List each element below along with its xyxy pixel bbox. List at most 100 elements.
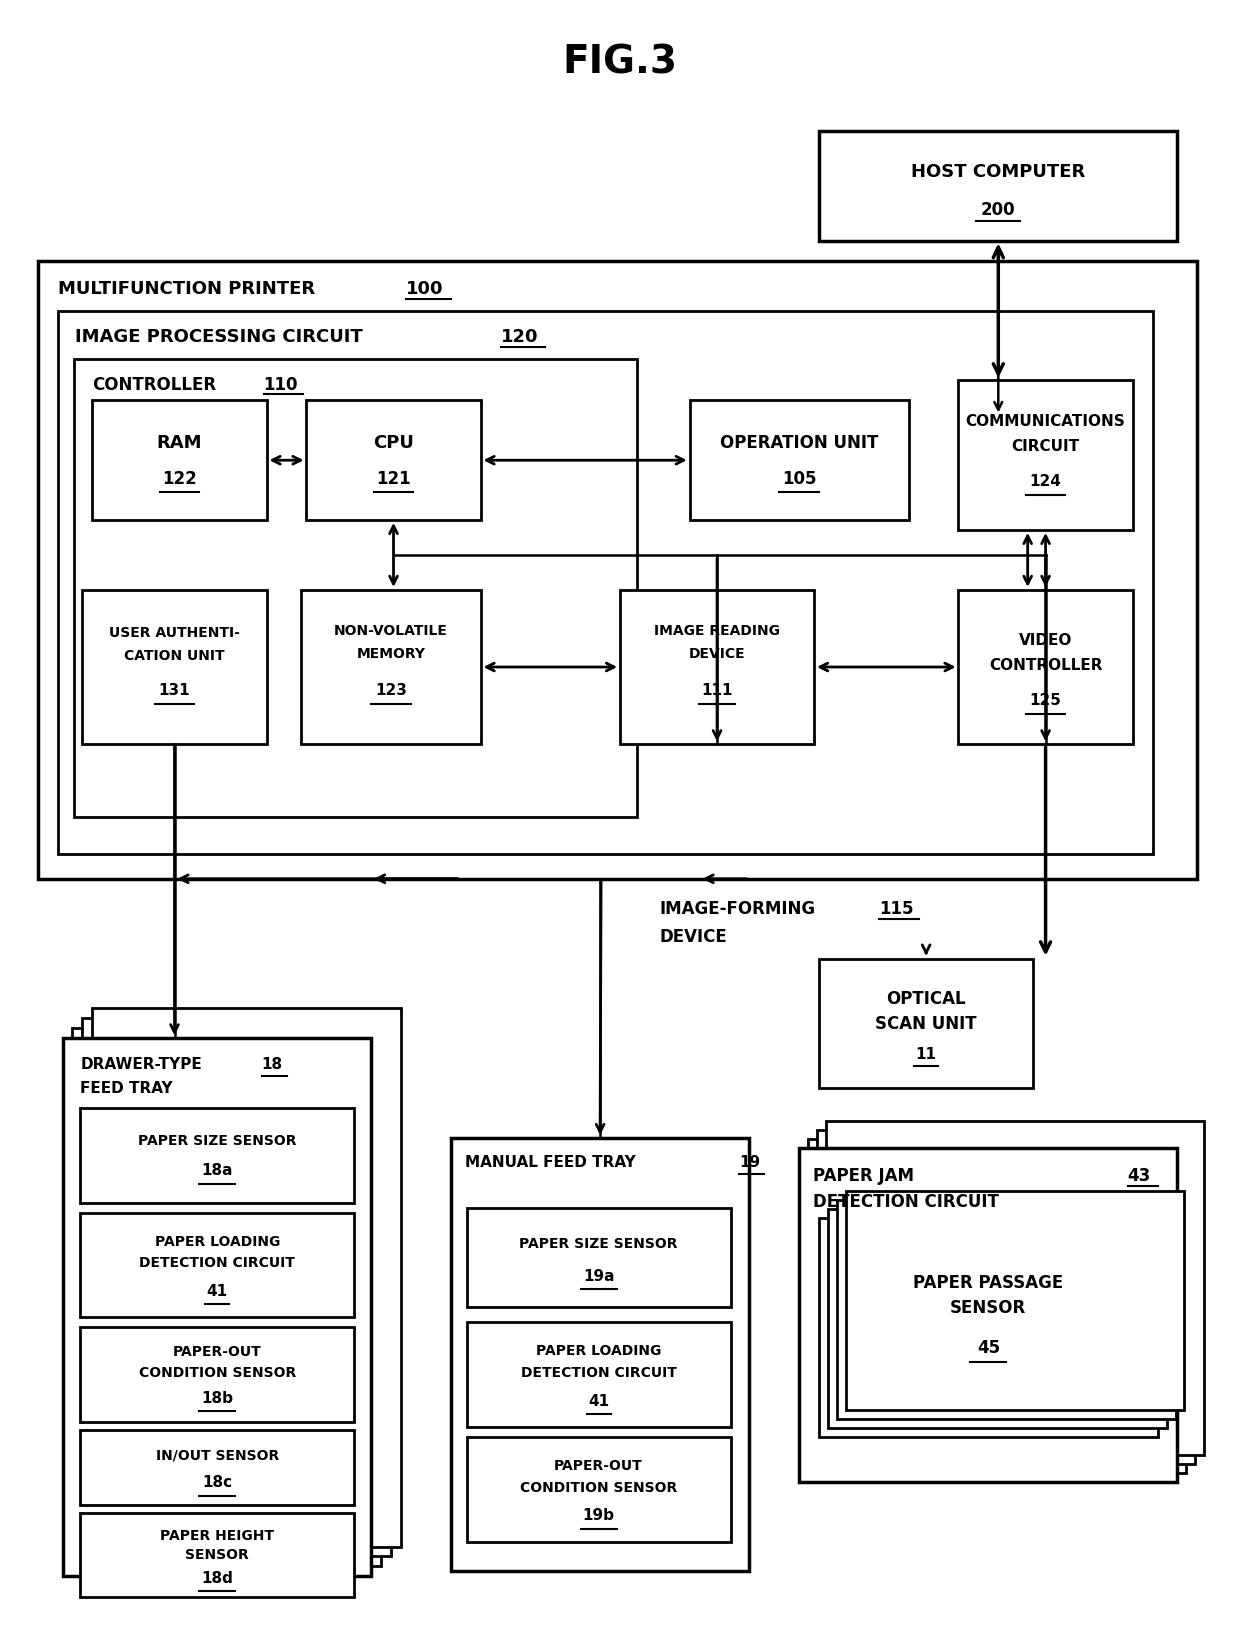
Text: 18b: 18b [201,1390,233,1405]
Text: 18: 18 [262,1057,283,1072]
Bar [82,590,267,744]
Bar [817,1131,1195,1464]
Text: 110: 110 [264,375,298,393]
Text: 200: 200 [981,202,1016,220]
Bar [451,1137,749,1572]
Bar [800,1149,1178,1482]
Text: DRAWER-TYPE: DRAWER-TYPE [81,1057,202,1072]
Bar [62,1039,371,1577]
Text: 105: 105 [782,470,816,488]
Text: 19a: 19a [583,1269,614,1283]
Text: 121: 121 [376,470,410,488]
Text: PAPER LOADING: PAPER LOADING [155,1234,280,1247]
Text: 18d: 18d [201,1570,233,1585]
Bar [37,262,1198,879]
Text: 19: 19 [739,1154,760,1169]
Text: MANUAL FEED TRAY: MANUAL FEED TRAY [465,1154,635,1169]
Text: SENSOR: SENSOR [186,1547,249,1562]
Text: VIDEO: VIDEO [1019,633,1073,647]
Bar [72,1029,381,1567]
Bar [82,1019,391,1557]
Text: DETECTION CIRCUIT: DETECTION CIRCUIT [139,1255,295,1270]
Text: SCAN UNIT: SCAN UNIT [875,1015,977,1033]
Text: PAPER SIZE SENSOR: PAPER SIZE SENSOR [138,1133,296,1147]
Bar [808,1139,1187,1473]
Text: CPU: CPU [373,434,414,452]
Text: DETECTION CIRCUIT: DETECTION CIRCUIT [813,1192,999,1210]
Bar [92,402,267,521]
Text: DEVICE: DEVICE [660,928,728,946]
Text: 111: 111 [702,682,733,698]
Text: IMAGE-FORMING: IMAGE-FORMING [660,900,816,918]
Text: 18c: 18c [202,1475,232,1490]
Text: 125: 125 [1029,693,1061,708]
Bar [820,959,1033,1088]
Text: NON-VOLATILE: NON-VOLATILE [334,623,448,638]
Text: IMAGE READING: IMAGE READING [653,623,780,638]
Text: CATION UNIT: CATION UNIT [124,647,224,662]
Bar [306,402,481,521]
Bar [689,402,909,521]
Text: SENSOR: SENSOR [950,1298,1027,1316]
Bar [301,590,481,744]
Text: OPERATION UNIT: OPERATION UNIT [720,434,878,452]
Text: CONTROLLER: CONTROLLER [988,657,1102,672]
Text: USER AUTHENTI-: USER AUTHENTI- [109,624,241,639]
Text: CONDITION SENSOR: CONDITION SENSOR [520,1480,677,1493]
Text: 131: 131 [159,682,190,698]
Text: IMAGE PROCESSING CIRCUIT: IMAGE PROCESSING CIRCUIT [76,328,363,346]
Text: CONDITION SENSOR: CONDITION SENSOR [139,1365,296,1380]
Text: FIG.3: FIG.3 [563,44,677,82]
Text: 41: 41 [207,1283,228,1298]
Bar [81,1328,355,1423]
Text: COMMUNICATIONS: COMMUNICATIONS [966,413,1126,428]
Bar [81,1431,355,1505]
Text: 43: 43 [1127,1165,1151,1183]
Text: 11: 11 [915,1046,936,1060]
Text: PAPER-OUT: PAPER-OUT [172,1344,262,1359]
Text: DEVICE: DEVICE [688,646,745,661]
Bar [466,1323,730,1428]
Bar [828,1210,1167,1428]
Text: PAPER-OUT: PAPER-OUT [554,1459,644,1472]
Text: DETECTION CIRCUIT: DETECTION CIRCUIT [521,1365,677,1380]
Bar [81,1108,355,1203]
Text: 19b: 19b [583,1508,615,1523]
Bar [92,1008,401,1547]
Bar [820,1218,1158,1437]
Text: 18a: 18a [202,1162,233,1177]
Text: PAPER PASSAGE: PAPER PASSAGE [913,1274,1064,1292]
Bar [826,1121,1204,1455]
Text: HOST COMPUTER: HOST COMPUTER [911,164,1085,180]
Text: MULTIFUNCTION PRINTER: MULTIFUNCTION PRINTER [57,280,315,298]
Text: 123: 123 [374,682,407,698]
Bar [74,359,637,818]
Bar [959,590,1132,744]
Bar [81,1213,355,1318]
Text: PAPER HEIGHT: PAPER HEIGHT [160,1528,274,1542]
Bar [81,1513,355,1598]
Text: PAPER LOADING: PAPER LOADING [536,1344,661,1357]
Bar [466,1208,730,1308]
Text: 41: 41 [588,1393,609,1408]
Text: 120: 120 [501,328,538,346]
Text: 124: 124 [1029,474,1061,488]
Text: PAPER JAM: PAPER JAM [813,1165,914,1183]
Text: 100: 100 [405,280,444,298]
Text: OPTICAL: OPTICAL [887,990,966,1008]
Text: 45: 45 [977,1339,999,1357]
Text: FEED TRAY: FEED TRAY [81,1080,174,1095]
Text: PAPER SIZE SENSOR: PAPER SIZE SENSOR [520,1236,678,1251]
Bar [57,311,1153,854]
Text: 115: 115 [879,900,914,918]
Bar [959,382,1132,531]
Text: MEMORY: MEMORY [357,646,425,661]
Bar [466,1437,730,1542]
Text: CONTROLLER: CONTROLLER [92,375,217,393]
Text: RAM: RAM [156,434,202,452]
Bar [820,133,1178,243]
Bar [837,1200,1176,1419]
Text: 122: 122 [162,470,197,488]
Text: IN/OUT SENSOR: IN/OUT SENSOR [156,1447,279,1462]
Bar [620,590,815,744]
